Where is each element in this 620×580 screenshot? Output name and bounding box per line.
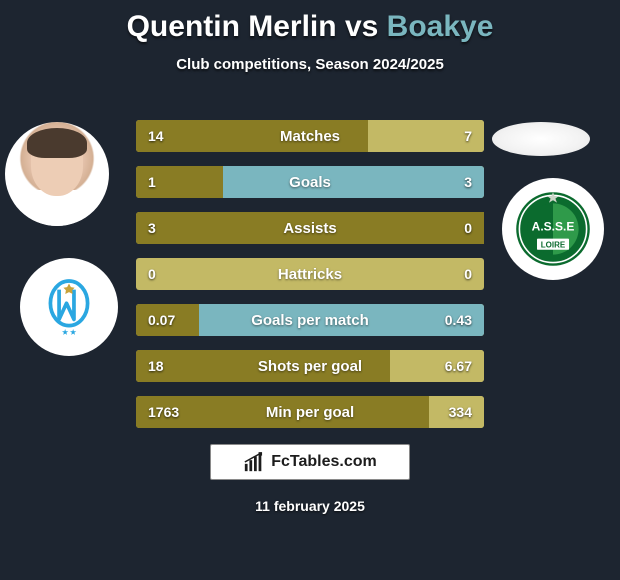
stat-value-left: 3 <box>136 212 168 244</box>
stat-value-right: 0 <box>452 212 484 244</box>
stat-value-left: 14 <box>136 120 176 152</box>
player2-name: Boakye <box>387 10 494 43</box>
stat-value-right: 7 <box>452 120 484 152</box>
asse-club-logo: A.S.S.E LOIRE <box>502 178 604 280</box>
comparison-title: Quentin Merlin vs Boakye <box>0 0 620 44</box>
stat-value-left: 1 <box>136 166 168 198</box>
stat-label: Goals per match <box>251 312 369 329</box>
stat-label: Assists <box>283 220 336 237</box>
bars-growth-icon <box>243 451 265 473</box>
stat-label: Hattricks <box>278 266 342 283</box>
stat-row: Matches 14 7 <box>136 120 484 152</box>
om-club-logo: ★ ★ <box>20 258 118 356</box>
om-logo-icon: ★ ★ <box>38 276 100 338</box>
stat-value-left: 1763 <box>136 396 191 428</box>
stat-value-right: 0.43 <box>433 304 484 336</box>
stat-value-right: 3 <box>452 166 484 198</box>
vs-word: vs <box>345 10 378 43</box>
stat-value-right: 6.67 <box>433 350 484 382</box>
fctables-label: FcTables.com <box>271 453 377 471</box>
svg-text:LOIRE: LOIRE <box>541 240 566 249</box>
stat-value-right: 334 <box>437 396 484 428</box>
stat-row: Goals 1 3 <box>136 166 484 198</box>
stat-label: Matches <box>280 128 340 145</box>
stat-row: Hattricks 0 0 <box>136 258 484 290</box>
subtitle: Club competitions, Season 2024/2025 <box>0 56 620 73</box>
stat-value-left: 0.07 <box>136 304 187 336</box>
stat-row: Shots per goal 18 6.67 <box>136 350 484 382</box>
stats-area: Matches 14 7 Goals 1 3 Assists 3 0 Hattricks 0 0 Goa… <box>136 120 484 442</box>
player2-photo-placeholder <box>492 122 590 156</box>
stat-label: Min per goal <box>266 404 354 421</box>
stat-value-left: 18 <box>136 350 176 382</box>
stat-row: Assists 3 0 <box>136 212 484 244</box>
stat-label: Goals <box>289 174 331 191</box>
svg-text:A.S.S.E: A.S.S.E <box>532 220 575 234</box>
player1-name: Quentin Merlin <box>127 10 337 43</box>
hair-shape <box>27 128 87 158</box>
stat-value-right: 0 <box>452 258 484 290</box>
stat-row: Goals per match 0.07 0.43 <box>136 304 484 336</box>
stat-row-bg: Hattricks <box>136 258 484 290</box>
fctables-watermark: FcTables.com <box>210 444 410 480</box>
infographic-date: 11 february 2025 <box>0 498 620 514</box>
stat-row: Min per goal 1763 334 <box>136 396 484 428</box>
player1-photo <box>5 122 109 226</box>
stat-value-left: 0 <box>136 258 168 290</box>
stat-bar-right <box>223 166 484 198</box>
asse-logo-icon: A.S.S.E LOIRE <box>513 189 593 269</box>
svg-text:★ ★: ★ ★ <box>62 328 77 336</box>
stat-label: Shots per goal <box>258 358 362 375</box>
